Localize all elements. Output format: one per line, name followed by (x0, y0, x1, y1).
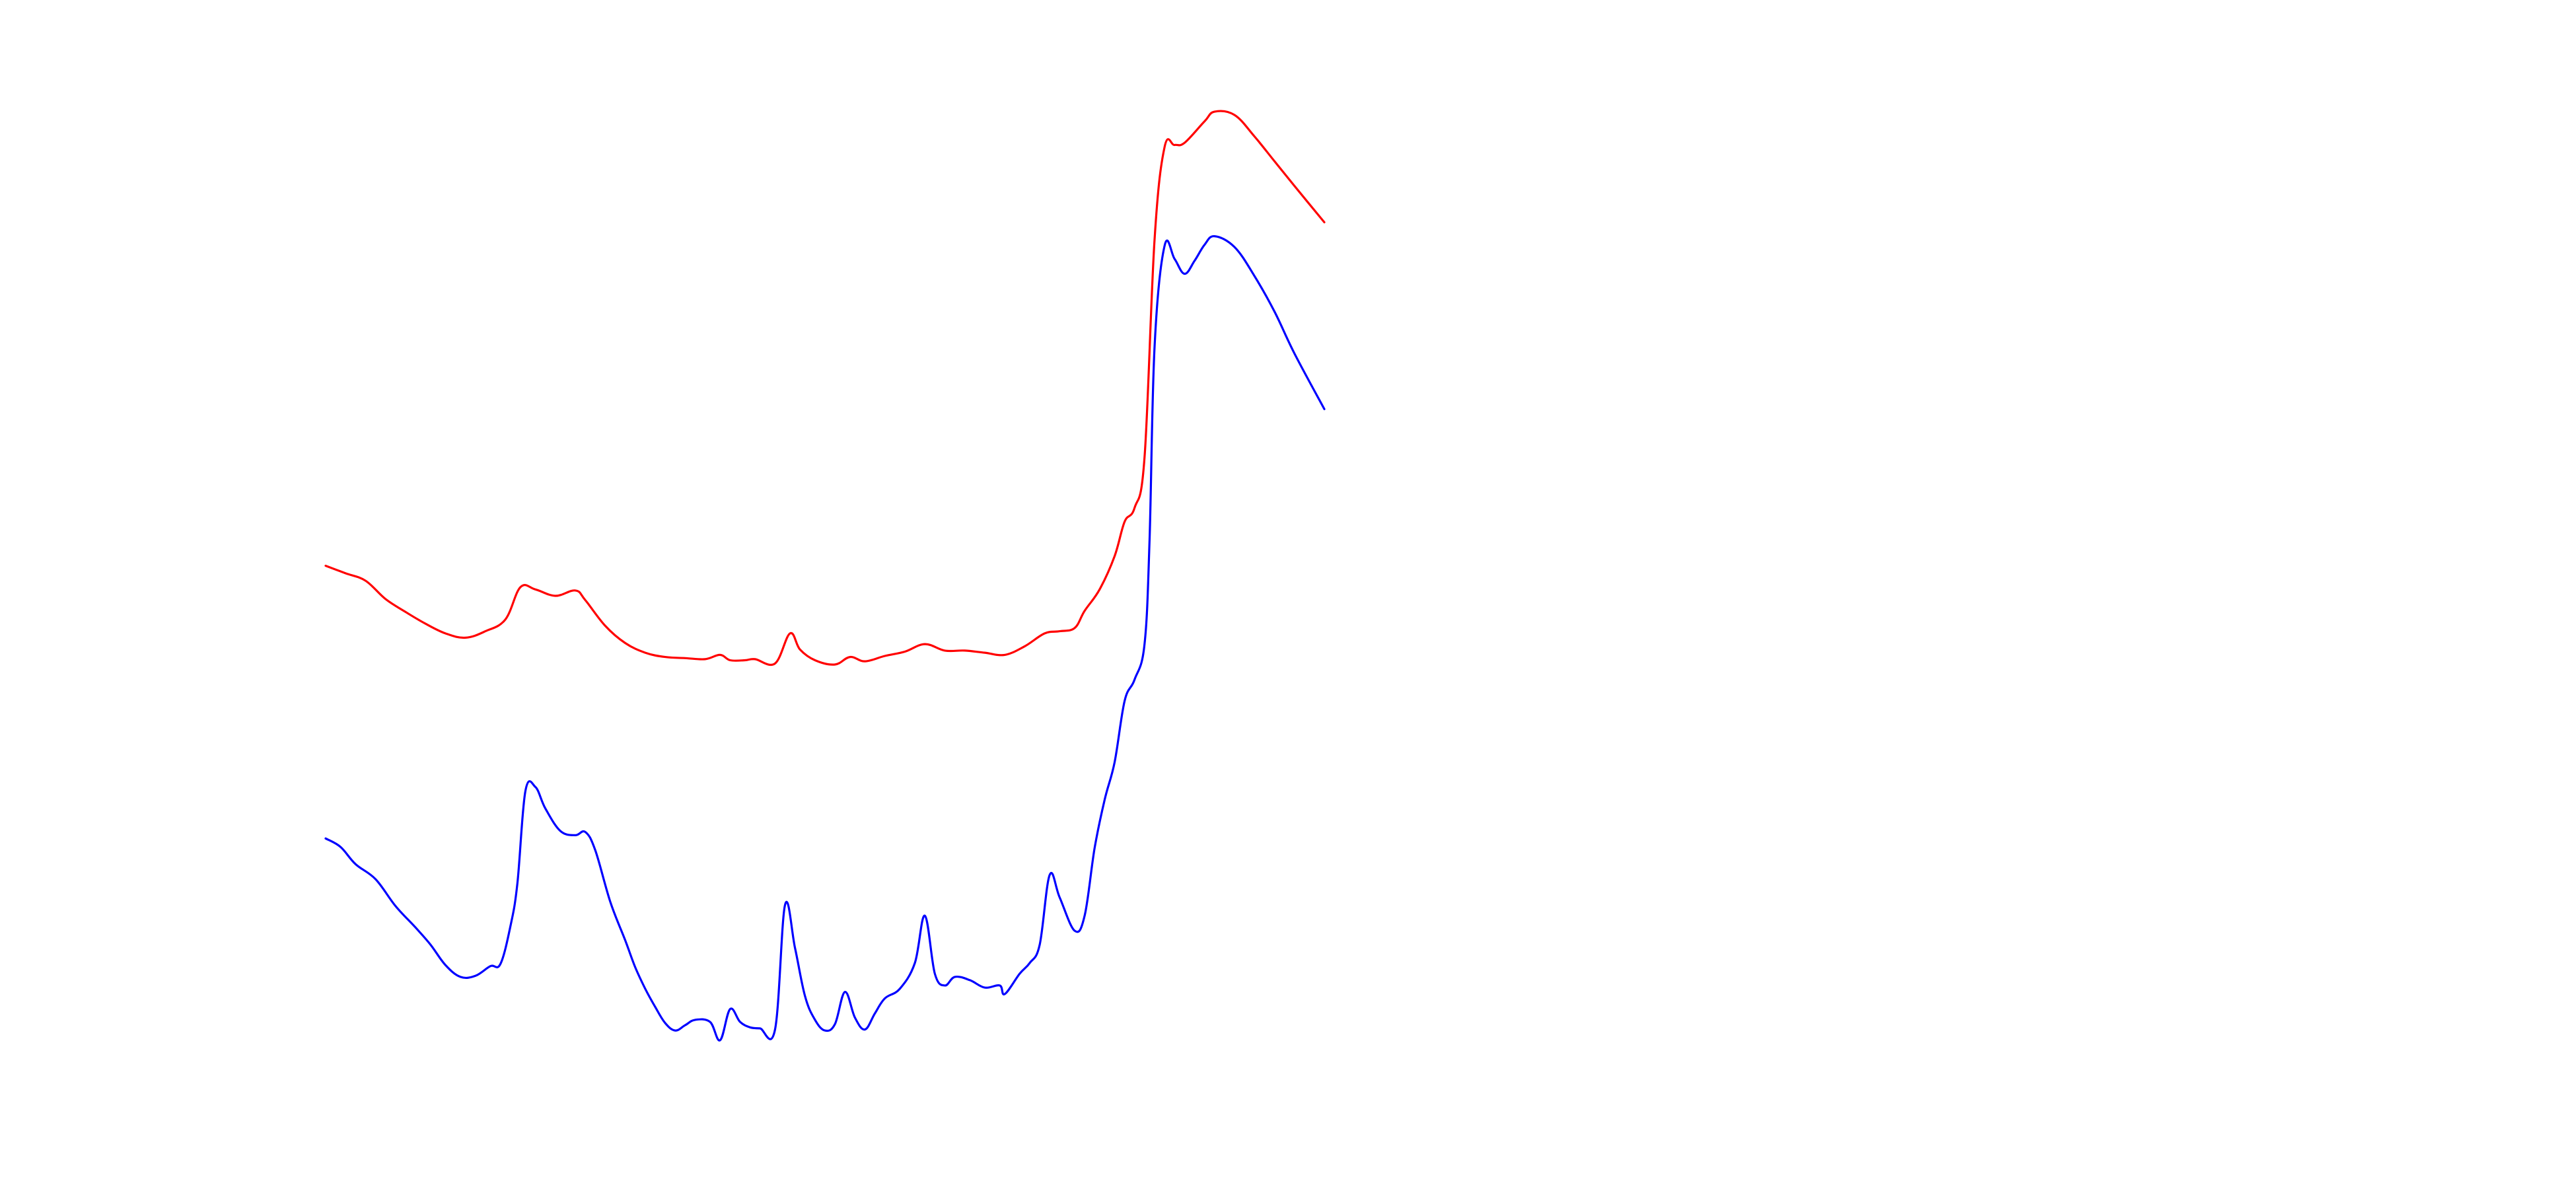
series-layer (324, 110, 1326, 1042)
series-line-blue (324, 234, 1326, 1042)
series-line-red (324, 110, 1326, 667)
